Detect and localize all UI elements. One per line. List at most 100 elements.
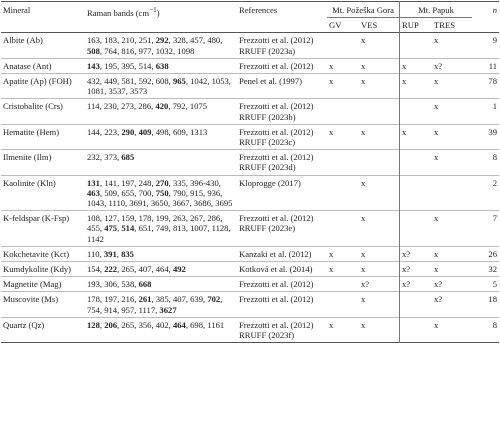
band: 335 <box>172 177 186 188</box>
mark-text: x <box>361 248 366 259</box>
band: 131 <box>87 177 100 188</box>
occurrence: x <box>432 246 472 261</box>
reference: Kanzaki et al. (2012) <box>239 248 312 259</box>
band: 1081 <box>87 86 105 97</box>
mark-text: x? <box>434 279 443 290</box>
occurrence: x <box>400 74 433 99</box>
reference: Frezzotti et al. (2012) <box>239 294 314 305</box>
mark-text: x <box>402 60 407 71</box>
count: 5 <box>492 279 497 290</box>
band: 141 <box>104 177 118 188</box>
count: 39 <box>488 126 497 137</box>
occurrence <box>327 99 359 124</box>
header-text: ) <box>156 7 160 18</box>
band: 290 <box>121 126 135 137</box>
occurrence <box>327 277 359 292</box>
mark-text: x <box>361 35 366 46</box>
reference: RRUFF (2023f) <box>239 330 295 341</box>
references: Frezzotti et al. (2012) RRUFF (2023e) <box>237 211 327 247</box>
mark-text: x <box>329 60 334 71</box>
reference: RRUFF (2023a) <box>239 45 296 56</box>
occurrence: x? <box>432 58 472 73</box>
mineral: Albite (Ab) <box>3 35 43 46</box>
band: 265 <box>121 319 135 330</box>
mineral: Kaolinite (Kln) <box>3 177 56 188</box>
header-cell: Mineral <box>3 5 31 15</box>
occurrence: x <box>327 74 359 99</box>
band: 328 <box>172 35 186 46</box>
band: 396-430 <box>190 177 219 188</box>
header-cell: Raman bands (cm−1) <box>85 2 237 33</box>
occurrence: x? <box>432 277 472 292</box>
band: 3650 <box>150 198 169 209</box>
reference: Frezzotti et al. (2012) <box>239 60 314 71</box>
band: 3627 <box>159 304 177 315</box>
band: 698 <box>190 319 204 330</box>
band: 749 <box>155 223 169 234</box>
band: 750 <box>155 187 169 198</box>
band: 702 <box>207 294 221 305</box>
occurrence: x <box>359 317 400 343</box>
reference: Frezzotti et al. (2012) <box>239 126 314 137</box>
band: 206 <box>104 319 118 330</box>
band: 163 <box>87 35 100 46</box>
band: 385 <box>155 294 169 305</box>
occurrence: x? <box>359 276 400 292</box>
raman-bands: 143, 195, 395, 514, 638 <box>87 60 169 71</box>
header-cell: GV <box>329 20 342 31</box>
mark-text: x <box>434 248 439 259</box>
mark-text: x <box>361 177 366 188</box>
mark-text: x <box>434 213 439 224</box>
count: 18 <box>488 294 497 305</box>
mineral: Muscovite (Ms) <box>3 294 59 305</box>
mark-text: x? <box>361 279 370 290</box>
occurrence: x? <box>432 292 472 317</box>
band: 286 <box>138 101 152 112</box>
band: 199 <box>155 213 169 224</box>
raman-bands: 114, 230, 273, 286, 420, 792, 1075 <box>87 101 207 112</box>
table-row: Magnetite (Mag) 193, 306, 538, 668 Frezzot… <box>1 276 499 292</box>
references: Kotková et al. (2014) <box>237 262 327 277</box>
mineral: Cristobalite (Crs) <box>3 101 63 112</box>
raman-bands: 128, 206, 265, 356, 402, 464, 698, 1161 <box>87 319 225 330</box>
occurrence <box>400 33 433 58</box>
band: 754 <box>87 304 100 315</box>
band: 914 <box>104 304 118 315</box>
count: 1 <box>492 101 497 112</box>
band: 144 <box>87 126 100 137</box>
occurrence: x? <box>400 277 433 292</box>
mark-text: x <box>361 76 366 87</box>
band: 475 <box>104 223 118 234</box>
band: 108 <box>87 213 100 224</box>
occurrence: x <box>359 291 400 318</box>
mark-text: x <box>434 126 439 137</box>
occurrence: x <box>432 99 472 124</box>
mineral: Anatase (Ant) <box>3 60 52 71</box>
band: 1128 <box>211 223 229 234</box>
occurrence <box>327 150 359 175</box>
band: 957 <box>121 304 135 315</box>
band: 154 <box>87 264 100 275</box>
count: 11 <box>488 60 497 71</box>
references: Frezzotti et al. (2012) <box>237 58 327 73</box>
occurrence: x <box>359 210 400 247</box>
mineral: Magnetite (Mag) <box>3 279 62 290</box>
band: 813 <box>172 223 186 234</box>
raman-bands: 163, 183, 210, 251, 292, 328, 457, 480, … <box>87 35 223 56</box>
header-row: GV VES RUP TRES <box>1 17 499 33</box>
band: 193 <box>87 279 100 290</box>
band: 373 <box>104 152 118 163</box>
band: 592 <box>138 76 152 87</box>
count: 2 <box>492 177 497 188</box>
band: 409 <box>138 126 152 137</box>
raman-bands: 131, 141, 197, 248, 270, 335, 396-430, 4… <box>87 177 233 209</box>
references: Kloprogge (2017) <box>237 175 327 211</box>
band: 609 <box>172 126 186 137</box>
band: 197 <box>104 294 118 305</box>
band: 306 <box>104 279 118 290</box>
band: 210 <box>121 35 135 46</box>
count: 32 <box>488 264 497 275</box>
occurrence <box>400 99 433 124</box>
mark-text: x <box>434 35 439 46</box>
occurrence: x <box>327 317 359 342</box>
